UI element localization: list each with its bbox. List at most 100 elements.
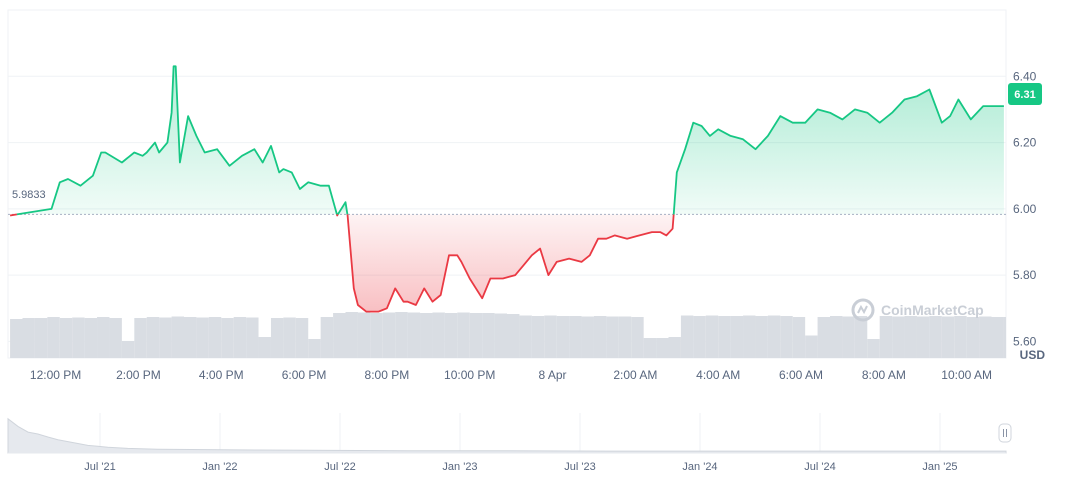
volume-bar (10, 319, 23, 358)
volume-bar (420, 313, 433, 358)
navigator-tick-label: Jan '24 (682, 461, 717, 473)
volume-bar (34, 318, 48, 358)
volume-bar (569, 316, 582, 358)
volume-bar (109, 318, 122, 358)
volume-bar (444, 313, 458, 358)
y-tick-label: 6.40 (1013, 69, 1037, 83)
volume-bar (631, 317, 644, 358)
area-above-baseline (673, 89, 1004, 215)
price-line-down (9, 213, 18, 217)
volume-bar (72, 317, 85, 358)
volume-bar (730, 316, 744, 358)
volume-bar (842, 316, 855, 358)
volume-bar (1003, 317, 1006, 358)
volume-bar (643, 338, 657, 358)
volume-bar (233, 317, 247, 358)
volume-bar (892, 316, 905, 358)
navigator-handle[interactable] (998, 423, 1012, 443)
navigator-area (7, 417, 1007, 454)
volume-bar (134, 318, 147, 358)
volume-bar (805, 335, 818, 358)
volume-bar (979, 316, 992, 358)
volume-bar (593, 316, 607, 358)
volume-bar (618, 316, 632, 358)
volume-bar (767, 315, 781, 358)
volume-bar (693, 316, 706, 358)
volume-bar (482, 313, 495, 358)
x-tick-label: 8:00 PM (365, 368, 410, 382)
volume-bar (581, 316, 594, 358)
volume-bar (904, 316, 917, 358)
volume-bar (357, 312, 371, 358)
volume-bar (879, 316, 893, 358)
volume-bar (221, 318, 234, 358)
navigator-frame (8, 413, 1006, 453)
volume-bar (59, 318, 73, 358)
baseline-label: 5.9833 (12, 189, 46, 201)
volume-layer (10, 312, 1006, 358)
volume-bar (705, 315, 719, 358)
x-tick-label: 6:00 PM (282, 368, 327, 382)
x-tick-label: 6:00 AM (779, 368, 823, 382)
volume-bar (84, 318, 98, 358)
volume-bar (830, 316, 843, 358)
y-axis: 5.60 5.80 6.00 6.20 6.40 (1013, 69, 1037, 348)
price-line-down (336, 213, 339, 217)
x-tick-label: 12:00 PM (30, 368, 81, 382)
volume-bar (668, 337, 681, 358)
volume-bar (196, 317, 209, 358)
y-tick-label: 6.00 (1013, 202, 1037, 216)
volume-bar (755, 316, 768, 358)
watermark: CoinMarketCap (851, 298, 984, 322)
volume-bar (507, 314, 520, 358)
volume-bar (941, 316, 955, 358)
current-price-badge: 6.31 (1008, 83, 1042, 105)
volume-bar (432, 312, 445, 358)
navigator-tick-label: Jan '23 (442, 461, 477, 473)
volume-bar (320, 317, 334, 358)
volume-bar (867, 339, 880, 358)
volume-bar (966, 317, 980, 358)
volume-bar (718, 316, 731, 358)
x-tick-label: 2:00 PM (116, 368, 161, 382)
coinmarketcap-logo-icon (851, 298, 875, 322)
volume-bar (494, 313, 507, 358)
price-line-down (346, 214, 675, 313)
volume-bar (295, 318, 309, 358)
volume-bar (606, 316, 619, 358)
y-tick-label: 6.20 (1013, 136, 1037, 150)
price-line-up (337, 201, 349, 215)
volume-bar (656, 338, 669, 358)
navigator-tick-label: Jul '24 (804, 461, 835, 473)
x-tick-label: 8:00 AM (862, 368, 906, 382)
volume-bar (519, 315, 532, 358)
volume-bar (916, 316, 930, 358)
navigator-tick-label: Jul '21 (84, 461, 115, 473)
navigator-tick-label: Jan '25 (922, 461, 957, 473)
volume-bar (792, 317, 806, 358)
volume-bar (991, 317, 1004, 358)
volume-bar (146, 317, 160, 358)
watermark-text: CoinMarketCap (881, 302, 984, 318)
volume-bar (370, 313, 383, 358)
volume-bar (854, 316, 868, 358)
navigator[interactable]: Jul '21 Jan '22 Jul '22 Jan '23 Jul '23 Jan '… (7, 413, 1012, 473)
navigator-handle-box[interactable] (998, 423, 1012, 443)
volume-bar (954, 316, 967, 358)
volume-bar (382, 312, 396, 358)
x-tick-label: 4:00 AM (696, 368, 740, 382)
volume-bar (680, 315, 694, 358)
volume-bar (246, 317, 259, 358)
volume-bar (47, 317, 60, 358)
y-tick-label: 5.80 (1013, 268, 1037, 282)
x-tick-label: 4:00 PM (199, 368, 244, 382)
volume-bar (780, 316, 793, 358)
volume-bar (743, 315, 756, 358)
volume-bar (556, 316, 570, 358)
area-layer (10, 66, 1004, 312)
price-line-up (16, 65, 338, 216)
volume-bar (929, 316, 942, 358)
volume-bar (817, 317, 831, 358)
baseline-label-group: 5.9833 (12, 189, 46, 201)
